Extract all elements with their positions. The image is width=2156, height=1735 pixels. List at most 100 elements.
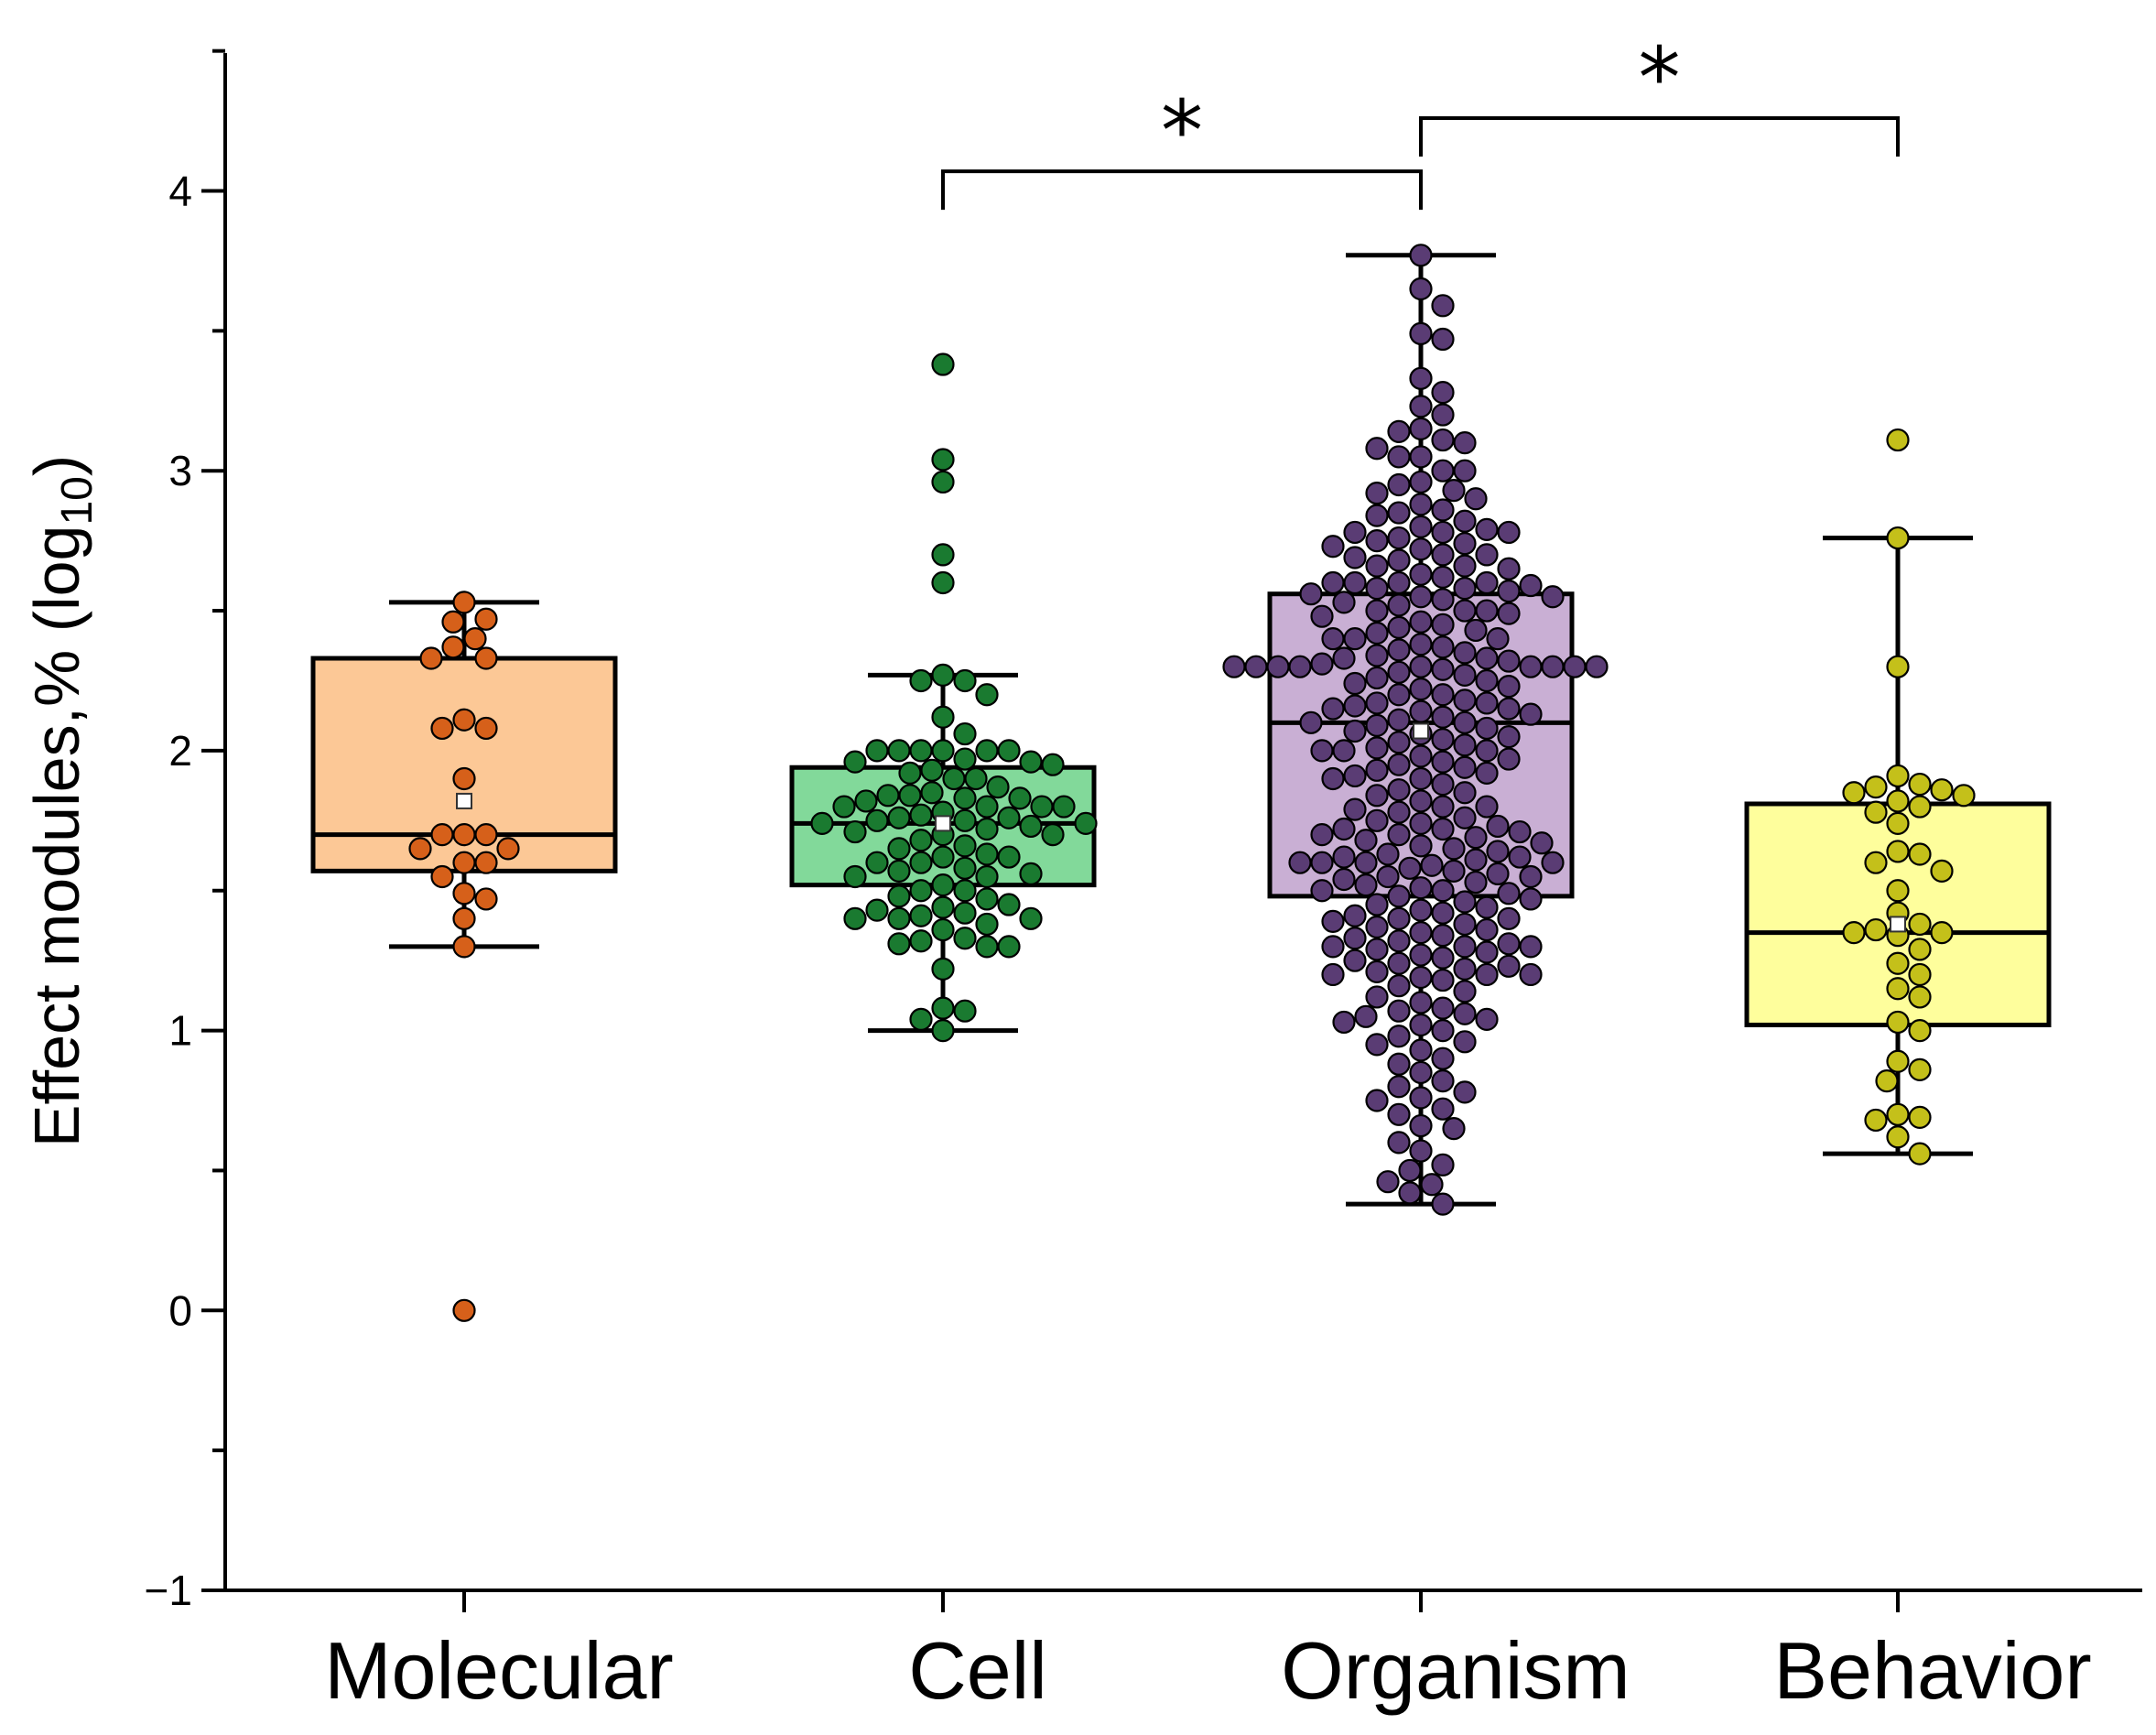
data-point [1409, 515, 1433, 538]
data-point [1387, 731, 1411, 754]
data-point [953, 879, 977, 903]
data-point [953, 856, 977, 880]
data-point [474, 823, 498, 847]
data-point [1409, 766, 1433, 791]
data-point [1431, 901, 1455, 925]
y-tick-label: −1 [145, 1567, 192, 1614]
x-axis: Molecular Cell Organism Behavior [223, 1589, 2142, 1716]
data-point [1409, 244, 1433, 267]
data-point [1431, 588, 1455, 612]
data-point [1842, 921, 1866, 945]
data-point [1019, 906, 1043, 930]
data-point [1409, 395, 1433, 418]
data-point [1431, 498, 1455, 522]
data-point [1453, 935, 1477, 959]
data-point [1431, 613, 1455, 636]
data-point [1431, 795, 1455, 819]
data-point [1886, 840, 1910, 863]
data-point [1431, 657, 1455, 681]
data-point [1497, 725, 1521, 749]
data-point [931, 873, 955, 897]
data-point [843, 906, 867, 930]
data-point [854, 789, 878, 813]
data-point [909, 668, 933, 693]
data-point [1431, 946, 1455, 970]
data-point [1387, 419, 1411, 444]
data-point [1431, 705, 1455, 729]
data-point [1519, 864, 1543, 889]
data-point [953, 721, 977, 746]
data-point [997, 935, 1021, 959]
data-point [1497, 602, 1521, 625]
data-point [1343, 671, 1367, 696]
data-point [1453, 459, 1477, 483]
data-point [1519, 962, 1543, 987]
data-point [1453, 431, 1477, 455]
data-point [1508, 845, 1532, 869]
data-point [1365, 808, 1389, 832]
data-point [843, 750, 867, 774]
data-point [1321, 535, 1345, 558]
data-point [1365, 482, 1389, 505]
data-point [865, 851, 889, 874]
data-point [1387, 548, 1411, 572]
data-point [953, 999, 977, 1023]
data-point [1409, 678, 1433, 701]
data-point [1409, 366, 1433, 390]
data-point [1497, 954, 1521, 978]
x-category-label: Cell [908, 1625, 1047, 1716]
data-point [1497, 674, 1521, 699]
data-point [1475, 668, 1499, 693]
data-point [997, 806, 1021, 830]
data-point [865, 739, 889, 763]
data-point [1453, 1002, 1477, 1025]
data-point [1387, 999, 1411, 1023]
data-point [1321, 935, 1345, 959]
data-point [1453, 509, 1477, 533]
data-point [1420, 853, 1444, 877]
data-point [452, 591, 476, 614]
data-point [1541, 851, 1565, 874]
x-category-label: Molecular [324, 1625, 673, 1716]
data-point [942, 766, 966, 791]
data-point [887, 932, 911, 956]
data-point [1453, 980, 1477, 1003]
data-point [1409, 633, 1433, 656]
data-point [1453, 781, 1477, 805]
data-point [909, 1007, 933, 1031]
data-point [1886, 879, 1910, 903]
data-point [1321, 627, 1345, 651]
data-point [1497, 882, 1521, 905]
data-point [887, 739, 911, 763]
data-point [1486, 862, 1510, 886]
data-point [1299, 582, 1323, 606]
data-point [1398, 1158, 1422, 1183]
data-point [1332, 845, 1356, 869]
data-point [1074, 811, 1098, 835]
mean-marker [1413, 722, 1429, 740]
data-point [1387, 753, 1411, 776]
data-point [1365, 713, 1389, 737]
data-point [931, 470, 955, 494]
data-point [1387, 683, 1411, 707]
data-point [1409, 1139, 1433, 1163]
data-point [1908, 1105, 1932, 1129]
significance-star: * [1161, 82, 1203, 180]
data-point [452, 766, 476, 791]
data-point [843, 864, 867, 889]
data-point [1343, 520, 1367, 545]
data-point [452, 906, 476, 930]
data-point [1365, 529, 1389, 553]
data-point [474, 887, 498, 911]
data-point [931, 895, 955, 919]
data-point [1453, 599, 1477, 623]
mean-marker [935, 815, 951, 832]
data-point [1864, 800, 1888, 824]
data-point [1387, 660, 1411, 684]
data-point [1387, 1075, 1411, 1099]
data-point [1343, 797, 1367, 821]
data-point [1365, 938, 1389, 961]
y-axis: −1 0 1 2 3 4 [145, 49, 227, 1614]
data-point [1431, 750, 1455, 774]
